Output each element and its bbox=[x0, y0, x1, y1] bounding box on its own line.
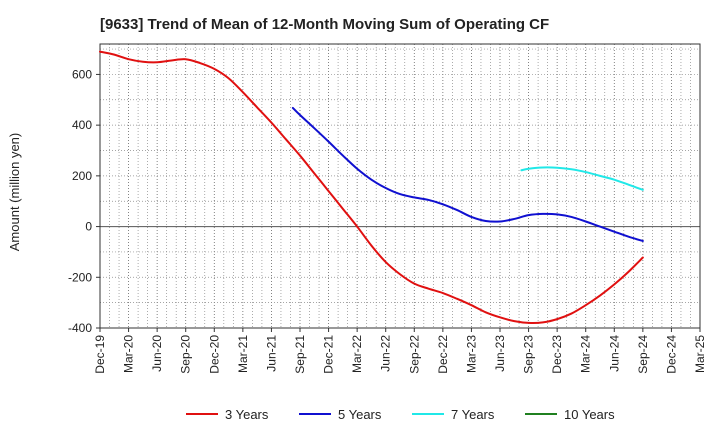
legend: 3 Years 5 Years 7 Years 10 Years bbox=[186, 407, 615, 422]
x-tick-label: Mar-24 bbox=[579, 335, 593, 373]
x-tick-label: Dec-19 bbox=[93, 335, 107, 374]
series-line-5-years bbox=[291, 106, 644, 243]
x-tick-label: Mar-20 bbox=[122, 335, 136, 373]
plot-area: -400 -200 0 200 400 600 Dec-19 Mar-20 Jun-20 Sep-… bbox=[68, 43, 707, 374]
x-tick-label: Mar-22 bbox=[350, 335, 364, 373]
x-tick-label: Dec-20 bbox=[207, 335, 221, 374]
x-tick-label: Jun-22 bbox=[379, 335, 393, 372]
chart-title: [9633] Trend of Mean of 12-Month Moving … bbox=[100, 16, 549, 33]
y-tick-label: 200 bbox=[72, 169, 92, 183]
plot-frame bbox=[99, 43, 701, 329]
x-tick-label: Mar-21 bbox=[236, 335, 250, 373]
x-tick-label: Sep-23 bbox=[522, 335, 536, 374]
plot-background bbox=[100, 44, 700, 328]
x-tick-label: Sep-21 bbox=[293, 335, 307, 374]
x-tick-label: Jun-20 bbox=[150, 335, 164, 372]
y-tick-label: 400 bbox=[72, 118, 92, 132]
x-tick-label: Jun-21 bbox=[264, 335, 278, 372]
x-tick-label: Dec-22 bbox=[436, 335, 450, 374]
legend-label: 10 Years bbox=[564, 407, 615, 422]
legend-label: 7 Years bbox=[451, 407, 495, 422]
x-tick-label: Sep-22 bbox=[407, 335, 421, 374]
series-line-3-years bbox=[99, 50, 644, 325]
series-line-7-years bbox=[520, 166, 644, 191]
x-tick-label: Dec-21 bbox=[322, 335, 336, 374]
x-tick-label: Sep-24 bbox=[636, 335, 650, 374]
y-tick-label: -200 bbox=[68, 270, 92, 284]
x-tick-label: Jun-23 bbox=[493, 335, 507, 372]
x-tick-label: Dec-23 bbox=[550, 335, 564, 374]
legend-item: 7 Years bbox=[412, 407, 495, 422]
x-tick-label: Mar-23 bbox=[464, 335, 478, 373]
legend-label: 5 Years bbox=[338, 407, 382, 422]
x-tick-label: Jun-24 bbox=[607, 335, 621, 372]
legend-item: 5 Years bbox=[299, 407, 382, 422]
x-tick-label: Sep-20 bbox=[179, 335, 193, 374]
x-tick-label: Mar-25 bbox=[693, 335, 707, 373]
y-tick-label: -400 bbox=[68, 321, 92, 335]
y-tick-label: 0 bbox=[85, 220, 92, 234]
legend-label: 3 Years bbox=[225, 407, 269, 422]
y-tick-label: 600 bbox=[72, 67, 92, 81]
y-axis-label: Amount (million yen) bbox=[7, 133, 22, 252]
x-tick-label: Dec-24 bbox=[664, 335, 678, 374]
legend-item: 3 Years bbox=[186, 407, 269, 422]
legend-item: 10 Years bbox=[525, 407, 615, 422]
